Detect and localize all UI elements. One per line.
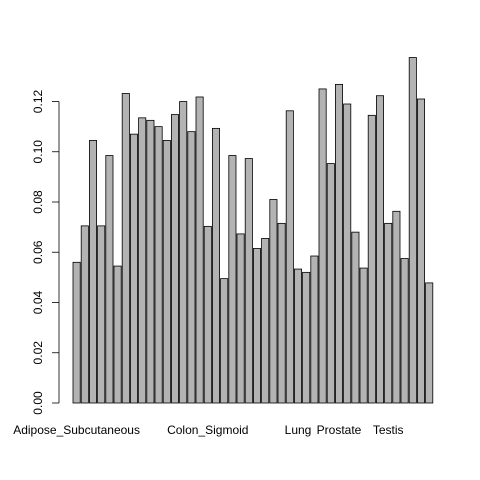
bar-19 <box>228 155 237 404</box>
bar-28 <box>302 271 311 404</box>
x-category-label-2: Lung <box>285 423 312 437</box>
bar-14 <box>187 131 196 404</box>
bar-26 <box>285 110 294 404</box>
bar-13 <box>179 101 188 404</box>
bar-39 <box>392 210 401 404</box>
bar-16 <box>203 225 212 404</box>
y-tick-label-5: 0.10 <box>31 140 45 164</box>
bar-29 <box>310 255 319 404</box>
bar-8 <box>138 117 147 404</box>
bar-12 <box>170 114 179 404</box>
bar-9 <box>146 119 155 404</box>
bar-34 <box>351 231 360 404</box>
bar-3 <box>97 225 106 404</box>
y-tick-label-4: 0.08 <box>31 190 45 214</box>
bar-20 <box>236 233 245 404</box>
x-category-label-3: Prostate <box>317 423 362 437</box>
y-tick-label-0: 0.00 <box>31 391 45 415</box>
bar-21 <box>244 158 253 404</box>
x-category-label-0: Adipose_Subcutaneous <box>13 423 140 437</box>
bar-41 <box>408 57 417 404</box>
bar-33 <box>343 103 352 404</box>
bar-10 <box>154 126 163 404</box>
bar-18 <box>220 278 229 404</box>
bar-25 <box>277 222 286 404</box>
bar-38 <box>384 222 393 404</box>
bar-7 <box>129 133 138 404</box>
bar-15 <box>195 96 204 404</box>
bar-4 <box>105 155 114 404</box>
bar-0 <box>72 261 81 404</box>
x-axis-labels: Adipose_Subcutaneous Colon_Sigmoid Lung Pro… <box>13 423 403 437</box>
bars-group <box>72 57 434 404</box>
x-category-label-4: Testis <box>373 423 404 437</box>
bar-30 <box>318 88 327 404</box>
y-tick-label-1: 0.02 <box>31 341 45 365</box>
bar-40 <box>400 258 409 404</box>
bar-17 <box>211 127 220 404</box>
y-tick-label-3: 0.06 <box>31 240 45 264</box>
y-tick-label-6: 0.12 <box>31 89 45 113</box>
bar-42 <box>416 98 425 404</box>
bar-24 <box>269 199 278 404</box>
y-tick-label-2: 0.04 <box>31 290 45 314</box>
bar-2 <box>89 140 98 404</box>
bar-23 <box>261 238 270 404</box>
bar-11 <box>162 140 171 404</box>
bar-31 <box>326 163 335 404</box>
bar-37 <box>375 95 384 404</box>
x-category-label-1: Colon_Sigmoid <box>167 423 248 437</box>
bar-1 <box>80 225 89 404</box>
bar-27 <box>293 268 302 404</box>
y-axis: 0.00 0.02 0.04 0.06 0.08 0.10 0.12 <box>31 89 60 415</box>
bar-43 <box>425 282 434 404</box>
bar-36 <box>367 114 376 404</box>
bar-22 <box>252 248 261 404</box>
bar-5 <box>113 265 122 404</box>
bar-6 <box>121 93 130 404</box>
bar-35 <box>359 267 368 404</box>
bar-32 <box>334 84 343 404</box>
